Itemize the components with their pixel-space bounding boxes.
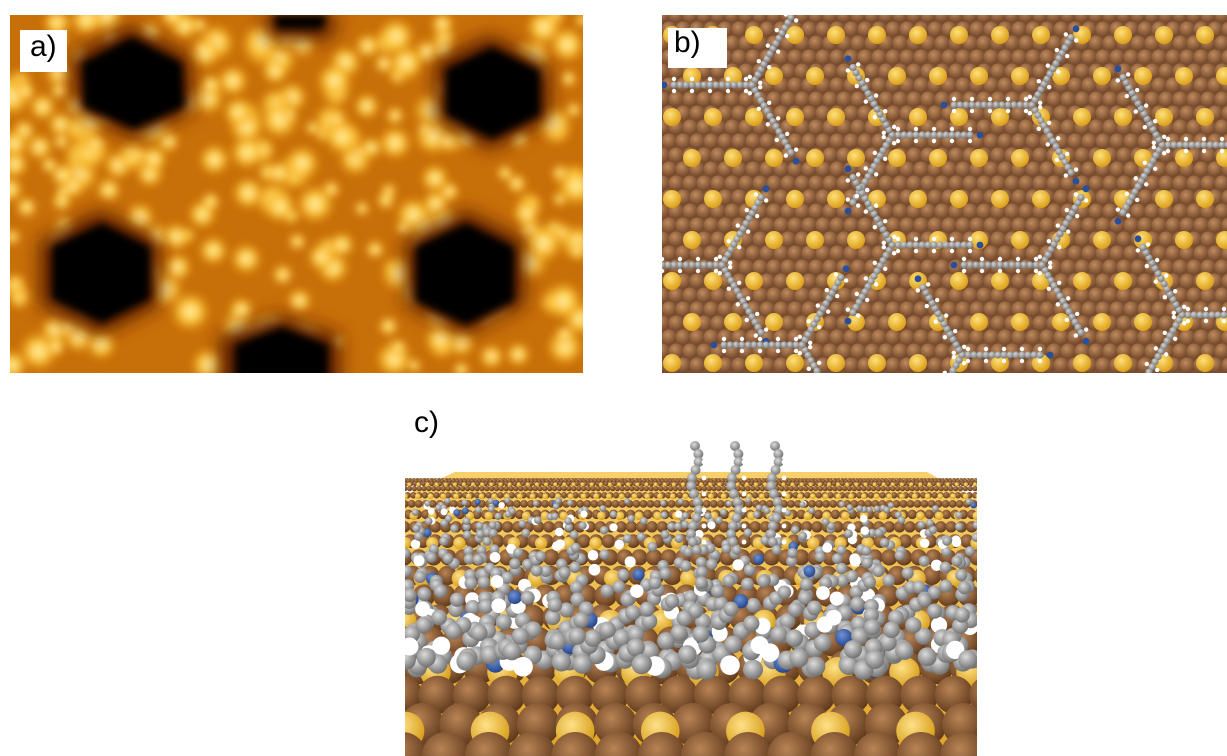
perspective-render [405,441,977,756]
stm-image [10,15,583,373]
molecular-network-render [662,15,1227,373]
stm-image-panel [10,15,583,373]
panel-b-label: b) [668,28,727,68]
panel-a-label: a) [20,30,67,72]
molecular-layer-perspective-view [405,440,977,756]
panel-c-label: c) [414,406,439,439]
molecular-network-top-view [662,15,1227,373]
